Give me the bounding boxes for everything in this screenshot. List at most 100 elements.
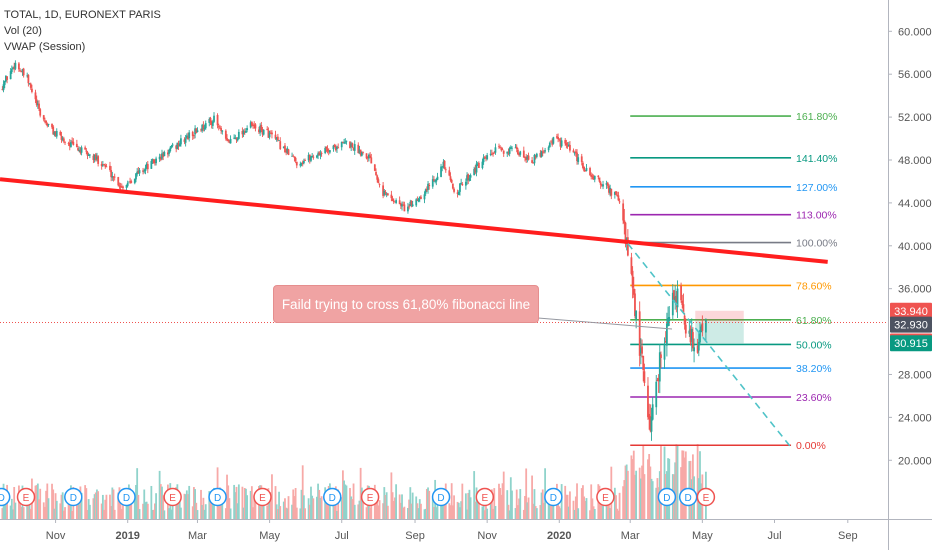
volume-bar: [150, 485, 153, 519]
fibonacci-retracement[interactable]: 161.80% 141.40% 127.00% 113.00% 100.00% 78.60…: [630, 111, 837, 452]
candle: [500, 146, 503, 152]
candle: [580, 153, 583, 166]
candle: [219, 125, 221, 129]
volume-bar: [204, 504, 207, 519]
candle-body: [500, 148, 503, 151]
volume-bar: [293, 496, 296, 519]
candle: [434, 179, 437, 184]
candle-body: [423, 194, 426, 200]
candle-body: [522, 150, 525, 158]
candle: [443, 160, 446, 170]
candle-body: [676, 288, 679, 308]
candle-body: [600, 184, 603, 186]
candle-body: [286, 148, 289, 153]
volume-bar: [228, 498, 231, 519]
candle: [109, 161, 111, 172]
volume-bar: [220, 502, 223, 519]
candle: [490, 149, 493, 156]
candle-body: [38, 103, 40, 109]
candle: [597, 175, 600, 180]
volume-bar: [615, 495, 617, 519]
candle-body: [436, 176, 439, 180]
volume-bar: [226, 474, 228, 519]
candle-body: [324, 147, 327, 154]
volume-bar: [3, 496, 6, 519]
candle: [152, 158, 155, 164]
candle-body: [392, 200, 395, 203]
candle: [609, 184, 612, 197]
candle: [643, 363, 646, 387]
candle: [195, 127, 198, 134]
position-boxes[interactable]: [695, 310, 744, 344]
candle-body: [51, 123, 53, 128]
volume-bar: [266, 505, 269, 519]
candle-body: [617, 195, 620, 201]
candle: [35, 95, 38, 107]
candle: [442, 159, 445, 169]
candle: [673, 289, 675, 302]
candle: [635, 310, 638, 329]
candle: [674, 284, 677, 310]
candle-body: [253, 124, 256, 126]
candle: [564, 138, 567, 146]
volume-bar: [435, 507, 438, 519]
candle-body: [567, 144, 570, 147]
candle-body: [213, 115, 215, 122]
candle-body: [680, 285, 682, 301]
candle: [136, 168, 139, 177]
candle-body: [655, 381, 658, 408]
candle: [461, 182, 464, 186]
candle: [344, 138, 347, 145]
candle-body: [241, 130, 244, 135]
candle-body: [159, 157, 162, 160]
candle-body: [461, 183, 464, 186]
candle: [501, 147, 504, 151]
marker-circle: [208, 487, 227, 507]
volume-bar: [618, 492, 621, 519]
candle-body: [302, 160, 305, 164]
candle: [616, 191, 619, 197]
candle: [286, 146, 289, 155]
candle: [390, 190, 393, 202]
volume-bar: [475, 487, 478, 519]
symbol-title[interactable]: TOTAL, 1D, EURONEXT PARIS: [4, 9, 161, 21]
candle-body: [28, 83, 31, 85]
candle: [622, 199, 625, 225]
volume-bar: [310, 486, 312, 519]
candle: [511, 145, 513, 152]
candle-body: [259, 125, 262, 133]
volume-bar: [62, 510, 65, 519]
earnings-marker: E: [16, 487, 36, 507]
volume-bar: [651, 481, 654, 519]
candle-body: [605, 183, 608, 185]
candle-body: [44, 120, 46, 122]
candle-body: [657, 378, 660, 382]
volume-bar: [365, 507, 368, 519]
candle-body: [383, 190, 386, 195]
volume-bar: [275, 504, 278, 519]
fib-level-label: 38.20%: [796, 363, 832, 375]
volume-bar: [47, 498, 50, 519]
annotation-callout[interactable]: Faild trying to cross 61,80% fibonacci l…: [273, 285, 539, 323]
candle: [383, 188, 386, 197]
candle-body: [507, 152, 510, 154]
candle-body: [490, 153, 493, 155]
volume-bar: [52, 489, 55, 519]
candle: [431, 175, 434, 189]
volume-bar: [262, 496, 265, 519]
candle: [407, 202, 409, 214]
candle-body: [403, 204, 406, 212]
marker-label: E: [367, 493, 374, 504]
candle: [259, 123, 262, 137]
candle-body: [245, 130, 247, 133]
fib-level: 61.80%: [630, 315, 832, 327]
volume-indicator-label[interactable]: Vol (20): [4, 25, 42, 37]
volume-bar: [318, 489, 321, 519]
vwap-indicator-label[interactable]: VWAP (Session): [4, 41, 86, 53]
candle-body: [236, 138, 239, 141]
volume-bar: [407, 507, 409, 519]
candle-body: [692, 332, 694, 349]
volume-bar: [699, 451, 701, 519]
